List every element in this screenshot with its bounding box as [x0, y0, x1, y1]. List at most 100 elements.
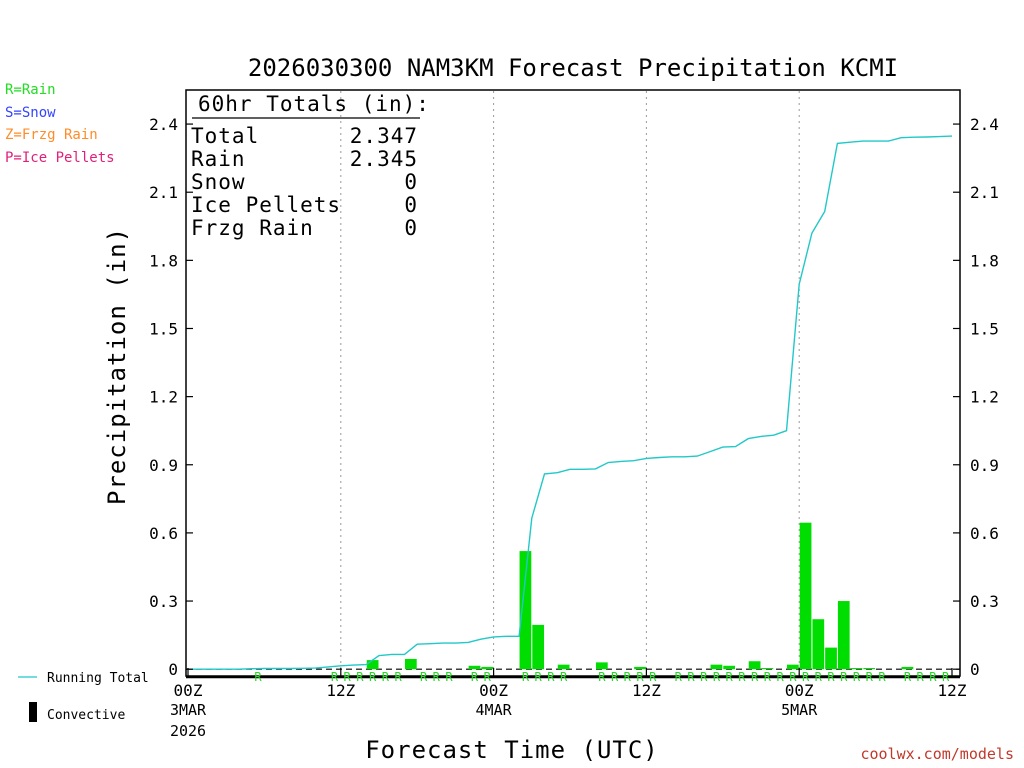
- ptype-marker-rain: R: [369, 670, 377, 684]
- site-url[interactable]: coolwx.com/models: [860, 745, 1014, 763]
- ptype-marker-rain: R: [522, 670, 530, 684]
- precip-bar: [799, 522, 812, 670]
- x-tick-label: 00Z: [174, 681, 203, 700]
- ptype-marker-rain: R: [764, 670, 772, 684]
- y-tick-label-right: 2.1: [970, 183, 999, 202]
- ptype-marker-rain: R: [866, 670, 874, 684]
- totals-box: 60hr Totals (in): Total 2.347 Rain 2.345 Snow…: [191, 92, 429, 240]
- x-tick-date: 4MAR: [476, 701, 513, 719]
- ptype-marker-rain: R: [815, 670, 823, 684]
- ptype-marker-rain: R: [942, 670, 950, 684]
- ptype-marker-rain: R: [254, 670, 262, 684]
- precip-bar: [710, 664, 723, 670]
- totals-row-label: Rain: [191, 147, 246, 171]
- ptype-marker-rain: R: [917, 670, 925, 684]
- ptype-marker-rain: R: [776, 670, 784, 684]
- precip-bar: [634, 666, 646, 670]
- y-tick-label-right: 0: [970, 660, 980, 679]
- y-axis-right: 0 0.3 0.6 0.9 1.2 1.5 1.8 2.1 2.4: [953, 115, 999, 679]
- precip-bar: [901, 666, 914, 670]
- totals-row-value: 0: [404, 170, 418, 194]
- ptype-marker-rain: R: [547, 670, 555, 684]
- legend-rain: R=Rain: [5, 82, 56, 98]
- y-tick-label-right: 1.2: [970, 388, 999, 407]
- y-tick-label: 1.8: [149, 251, 178, 270]
- ptype-marker-rain: R: [827, 670, 835, 684]
- y-tick-label: 1.5: [149, 319, 178, 338]
- totals-row-label: Ice Pellets: [191, 193, 341, 217]
- y-tick-label: 2.1: [149, 183, 178, 202]
- ptype-marker-rain: R: [738, 670, 746, 684]
- y-tick-label-right: 1.5: [970, 319, 999, 338]
- y-tick-label-right: 2.4: [970, 115, 999, 134]
- plot-frame: [185, 89, 961, 679]
- ptype-marker-rain: R: [471, 670, 479, 684]
- running-total-legend-label: Running Total: [47, 671, 149, 686]
- ptype-marker-rain: R: [484, 670, 492, 684]
- precip-bar: [748, 661, 761, 670]
- ptype-marker-rain: R: [840, 670, 848, 684]
- ptype-marker-rain: R: [445, 670, 453, 684]
- running-total-series: [188, 135, 953, 670]
- precip-bar: [532, 624, 545, 670]
- convective-legend-label: Convective: [47, 708, 125, 723]
- precip-bar: [812, 619, 825, 670]
- y-tick-label-right: 0.6: [970, 524, 999, 543]
- x-tick-label: 00Z: [479, 681, 508, 700]
- ptype-marker-rain: R: [726, 670, 734, 684]
- ptype-marker-rain: R: [713, 670, 721, 684]
- precip-bar: [404, 658, 417, 670]
- ptype-marker-rain: R: [611, 670, 619, 684]
- ptype-marker-rain: R: [878, 670, 886, 684]
- totals-row-value: 2.347: [350, 124, 418, 148]
- y-axis-left: 0 0.3 0.6 0.9 1.2 1.5 1.8 2.1 2.4: [149, 115, 193, 679]
- y-tick-label-right: 1.8: [970, 251, 999, 270]
- plot-border: [185, 89, 961, 677]
- totals-row-label: Frzg Rain: [191, 216, 314, 240]
- ptype-marker-rain: R: [560, 670, 568, 684]
- ptype-marker-rain: R: [535, 670, 543, 684]
- precip-bars: [366, 522, 914, 670]
- totals-row-value: 0: [404, 216, 418, 240]
- y-axis-label: Precipitation (in): [103, 227, 131, 505]
- y-tick-label-right: 0.9: [970, 456, 999, 475]
- ptype-marker-rain: R: [433, 670, 441, 684]
- precip-bar: [761, 668, 774, 670]
- ptype-marker-rain: R: [356, 670, 364, 684]
- totals-row-label: Snow: [191, 170, 246, 194]
- precip-bar: [863, 668, 876, 670]
- legend-frzg-rain: Z=Frzg Rain: [5, 127, 98, 143]
- precip-bar: [481, 666, 494, 670]
- ptype-marker-rain: R: [420, 670, 428, 684]
- precip-bar: [837, 601, 850, 670]
- precip-bar: [557, 664, 570, 670]
- ptype-marker-rain: R: [624, 670, 632, 684]
- x-tick-year: 2026: [170, 722, 206, 740]
- totals-row-value: 0: [404, 193, 418, 217]
- precip-bar: [468, 665, 481, 670]
- ptype-marker-rain: R: [751, 670, 759, 684]
- x-tick-label: 12Z: [326, 681, 355, 700]
- x-tick-date: 5MAR: [781, 701, 818, 719]
- ptype-marker-rain: R: [789, 670, 797, 684]
- running-total-line: [188, 135, 953, 670]
- ptype-marker-rain: R: [700, 670, 708, 684]
- precip-bar: [519, 551, 532, 670]
- precip-type-legend: R=Rain S=Snow Z=Frzg Rain P=Ice Pellets: [5, 79, 115, 169]
- y-tick-label: 0: [168, 660, 178, 679]
- totals-row-label: Total: [191, 124, 259, 148]
- ptype-marker-rain: R: [344, 670, 352, 684]
- precip-bar: [786, 664, 799, 670]
- y-tick-label-right: 0.3: [970, 592, 999, 611]
- ptype-marker-rain: R: [382, 670, 390, 684]
- y-tick-label: 2.4: [149, 115, 178, 134]
- convective-legend-swatch: [29, 702, 37, 722]
- legend-ice-pellets: P=Ice Pellets: [5, 149, 115, 166]
- x-axis-label: Forecast Time (UTC): [365, 736, 659, 764]
- ptype-marker-rain: R: [929, 670, 937, 684]
- ptype-marker-rain: R: [904, 670, 912, 684]
- ptype-marker-rain: R: [394, 670, 402, 684]
